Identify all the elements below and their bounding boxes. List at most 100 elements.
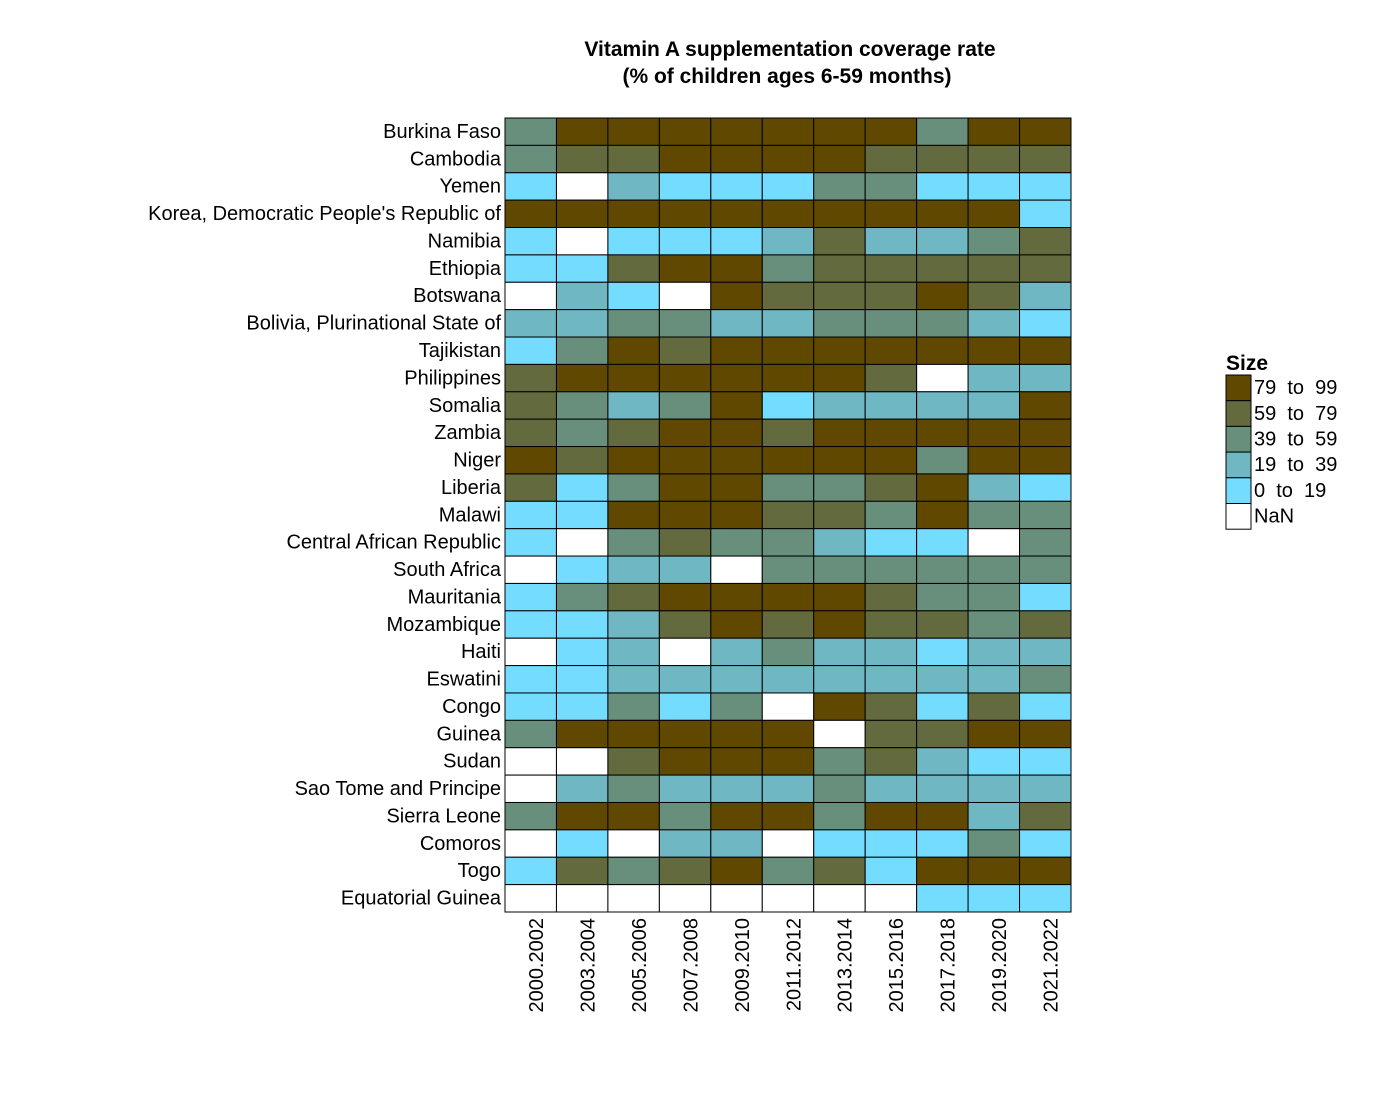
heatmap-cell [607, 555, 660, 584]
heatmap-cell [864, 500, 918, 530]
heatmap-cell [967, 856, 1021, 886]
y-tick-label: Haiti [461, 641, 501, 663]
heatmap-cell [761, 227, 815, 256]
heatmap-cell [555, 227, 609, 256]
heatmap-cell [607, 227, 660, 256]
heatmap-cell [967, 528, 1021, 557]
heatmap-cell [710, 446, 763, 475]
heatmap-cell [710, 309, 763, 338]
heatmap-cell [864, 719, 918, 749]
heatmap-cell [658, 555, 712, 584]
heatmap-cell [864, 637, 918, 667]
heatmap-cell [607, 281, 660, 311]
legend-title: Size [1226, 352, 1268, 375]
heatmap-cell [607, 473, 660, 502]
heatmap-cell [967, 582, 1021, 612]
heatmap-cell [864, 254, 918, 283]
heatmap-cell [761, 774, 815, 803]
heatmap-cell [710, 227, 763, 256]
heatmap-cell [916, 637, 969, 667]
heatmap-cell [555, 582, 609, 612]
heatmap-cell [916, 281, 969, 311]
heatmap-cell [504, 637, 557, 667]
heatmap-cell [658, 719, 712, 749]
heatmap-cell [1019, 582, 1072, 612]
y-tick-label: Ethiopia [429, 258, 502, 280]
heatmap-cell [967, 719, 1021, 749]
heatmap-cell [607, 172, 660, 201]
heatmap-cell [504, 692, 557, 721]
heatmap-cell [916, 391, 969, 420]
x-tick-label: 2007.2008 [680, 918, 702, 1013]
heatmap-cell [658, 446, 712, 475]
heatmap-cell [710, 774, 763, 803]
legend-swatch [1225, 425, 1252, 453]
heatmap-cell [658, 473, 712, 502]
heatmap-cell [658, 254, 712, 283]
heatmap-cell [761, 582, 815, 612]
heatmap-cell [813, 117, 866, 146]
heatmap-cell [504, 665, 557, 694]
x-tick-label: 2013.2014 [835, 918, 857, 1013]
heatmap-cell [504, 719, 557, 749]
heatmap-cell [1019, 747, 1072, 776]
heatmap-cell [916, 582, 969, 612]
heatmap-cell [967, 363, 1021, 393]
heatmap-cell [607, 336, 660, 365]
heatmap-cell [864, 117, 918, 146]
heatmap-cell [1019, 199, 1072, 229]
heatmap-cell [916, 610, 969, 639]
heatmap-cell [504, 336, 557, 365]
heatmap-cell [555, 528, 609, 557]
heatmap-cell [967, 692, 1021, 721]
heatmap-cell [813, 637, 866, 667]
heatmap-cell [813, 418, 866, 448]
y-tick-label: Bolivia, Plurinational State of [246, 313, 501, 335]
x-tick-label: 2011.2012 [783, 918, 805, 1011]
y-tick-label: Botswana [413, 285, 502, 307]
heatmap-cell [813, 309, 866, 338]
heatmap-cell [607, 500, 660, 530]
heatmap-cell [967, 665, 1021, 694]
heatmap-cell [864, 363, 918, 393]
heatmap-cell [813, 199, 866, 229]
heatmap-cell [607, 610, 660, 639]
heatmap-cell [813, 363, 866, 393]
heatmap-cell [658, 884, 712, 913]
heatmap-cell [658, 172, 712, 201]
heatmap-cell [761, 555, 815, 584]
heatmap-cell [864, 144, 918, 174]
heatmap-cell [1019, 637, 1072, 667]
y-tick-label: Burkina Faso [383, 121, 501, 143]
heatmap-cell [813, 582, 866, 612]
heatmap-cell [967, 117, 1021, 146]
heatmap-cell [813, 856, 866, 886]
heatmap-cell [916, 418, 969, 448]
y-tick-label: South Africa [393, 559, 502, 581]
heatmap-cell [967, 281, 1021, 311]
heatmap-cell [813, 500, 866, 530]
y-tick-label: Sierra Leone [386, 805, 501, 827]
legend-label: 0 to 19 [1254, 480, 1326, 502]
y-tick-label: Sudan [443, 751, 501, 773]
heatmap-cell [813, 555, 866, 584]
heatmap-cell [710, 747, 763, 776]
heatmap-cell [658, 692, 712, 721]
heatmap-cell [1019, 309, 1072, 338]
heatmap-cell [710, 829, 763, 858]
heatmap-cell [555, 665, 609, 694]
heatmap-cell [916, 801, 969, 831]
heatmap-cell [813, 473, 866, 502]
heatmap-cell [761, 309, 815, 338]
legend-label: 79 to 99 [1254, 377, 1337, 399]
heatmap-cell [813, 281, 866, 311]
heatmap-cell [813, 884, 866, 913]
heatmap-cell [658, 582, 712, 612]
y-tick-label: Togo [458, 860, 501, 882]
heatmap-cell [555, 555, 609, 584]
heatmap-cell [710, 144, 763, 174]
heatmap-cell [504, 856, 557, 886]
legend-label: 59 to 79 [1254, 403, 1337, 425]
y-tick-label: Mozambique [386, 614, 501, 636]
heatmap-cell [967, 801, 1021, 831]
